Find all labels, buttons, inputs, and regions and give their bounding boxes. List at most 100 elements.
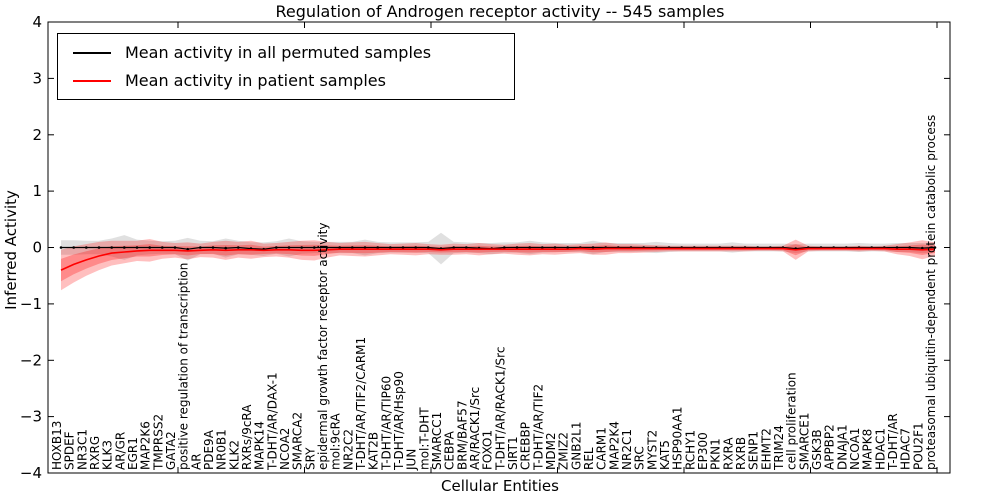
permuted-marker (338, 246, 342, 249)
x-tick-label: EHMT2 (759, 428, 773, 470)
permuted-marker (148, 246, 151, 249)
x-tick-label: NR0B1 (215, 429, 229, 470)
permuted-marker (325, 246, 329, 249)
x-tick-label: DNAJA1 (835, 424, 849, 470)
x-tick-label: SRC (633, 446, 647, 470)
x-tick-label: SPDEF (63, 431, 77, 470)
x-tick-label: proteasomal ubiquitin-dependent protein … (924, 115, 938, 470)
y-tick-label: −1 (20, 295, 42, 313)
x-tick-label: HDAC1 (873, 428, 887, 470)
x-tick-label: MAP2K6 (139, 421, 153, 470)
x-tick-label: PKN1 (709, 438, 723, 470)
patient-band-outer (61, 239, 935, 291)
x-tick-label: TMPRSS2 (151, 414, 165, 471)
patient-line (60, 247, 936, 271)
x-tick-label: KAT2B (367, 432, 381, 470)
x-tick-label: T-DHT/AR/TIF2 (531, 384, 545, 471)
y-tick-label: 1 (32, 182, 42, 200)
x-tick-label: AR/GR (113, 432, 127, 470)
chart-title: Regulation of Androgen receptor activity… (275, 2, 725, 21)
x-tick-label: KAT5 (658, 440, 672, 470)
y-tick-label: 3 (32, 69, 42, 87)
x-tick-label: CEBPA (443, 430, 457, 470)
x-tick-label: NCOA2 (278, 428, 292, 470)
x-tick-label: SMARCE1 (797, 412, 811, 470)
permuted-marker (161, 246, 164, 249)
x-tick-label: TRIM24 (772, 425, 786, 471)
permuted-marker (287, 246, 291, 249)
x-tick-label: mol:T-DHT (417, 407, 431, 470)
x-tick-label: NR2C1 (620, 429, 634, 470)
permuted-marker (908, 246, 911, 249)
legend: Mean activity in all permuted samples Me… (57, 33, 515, 100)
x-tick-label: NCOA1 (848, 428, 862, 470)
permuted-marker (313, 246, 316, 249)
permuted-marker (363, 246, 367, 249)
permuted-marker (401, 246, 405, 249)
x-tick-label: SMARCC1 (430, 412, 444, 470)
permuted-marker (123, 246, 126, 249)
y-tick-label: 4 (32, 13, 42, 31)
x-tick-label: RXRs/9cRA (240, 404, 254, 470)
x-tick-label: GNB2L1 (569, 422, 583, 470)
x-tick-label: APPBP2 (823, 424, 837, 470)
x-tick-label: positive regulation of transcription (177, 263, 191, 470)
x-tick-label: SRY (303, 447, 317, 470)
x-tick-label: cell proliferation (785, 372, 799, 470)
x-tick-label: AR (189, 453, 203, 470)
permuted-marker (211, 246, 215, 249)
x-tick-label: RXRG (88, 436, 102, 470)
x-tick-label: GATA2 (164, 431, 178, 470)
x-tick-label: T-DHT/AR/RACK1/Src (493, 347, 507, 471)
permuted-marker (933, 246, 937, 249)
legend-label-patient: Mean activity in patient samples (125, 71, 386, 90)
permuted-marker (465, 246, 468, 249)
x-tick-label: RXRB (734, 437, 748, 470)
x-tick-label: T-DHT/AR/TIP60 (379, 376, 393, 471)
x-tick-label: NR2C2 (341, 429, 355, 470)
x-tick-label: AR/RACK1/Src (468, 387, 482, 470)
x-tick-label: MAPK8 (861, 429, 875, 470)
x-tick-label: MAPK14 (253, 421, 267, 470)
x-tick-label: HDAC7 (899, 428, 913, 470)
x-tick-label: PDE9A (202, 429, 216, 470)
x-tick-label: MYST2 (645, 430, 659, 470)
permuted-marker (553, 246, 557, 249)
x-tick-label: HSP90AA1 (671, 406, 685, 470)
permuted-marker (351, 246, 354, 249)
x-tick-label: epidermal growth factor receptor activit… (316, 223, 330, 470)
permuted-marker (300, 246, 304, 249)
permuted-marker (389, 246, 392, 249)
permuted-marker (503, 246, 506, 249)
permuted-marker (414, 246, 418, 249)
permuted-marker (528, 246, 531, 249)
legend-line-permuted-swatch (73, 51, 111, 54)
x-tick-label: KLK2 (227, 440, 241, 470)
y-tick-label: 2 (32, 126, 42, 144)
x-tick-label: FOXO1 (481, 430, 495, 470)
y-tick-label: −2 (20, 351, 42, 369)
permuted-marker (237, 246, 240, 249)
x-tick-label: mol:9cRA (329, 413, 343, 470)
x-tick-label: JUN (405, 449, 419, 471)
permuted-marker (110, 246, 113, 249)
permuted-marker (72, 246, 75, 249)
permuted-marker (224, 246, 227, 250)
y-tick-label: −4 (20, 464, 42, 482)
x-axis-label: Cellular Entities (441, 477, 559, 495)
permuted-marker (199, 246, 202, 249)
y-tick-label: −3 (20, 408, 42, 426)
x-tick-label: SIRT1 (506, 436, 520, 470)
x-tick-label: ZMIZ2 (557, 432, 571, 470)
x-tick-label: MAP2K4 (607, 421, 621, 470)
permuted-marker (515, 246, 519, 249)
x-tick-label: SMARCA2 (291, 412, 305, 470)
x-tick-label: GSK3B (810, 429, 824, 470)
x-tick-label: EGR1 (126, 437, 140, 470)
permuted-marker (275, 246, 278, 249)
x-tick-label: REL (582, 447, 596, 470)
permuted-marker (895, 246, 899, 249)
y-tick-label: 0 (32, 239, 42, 257)
